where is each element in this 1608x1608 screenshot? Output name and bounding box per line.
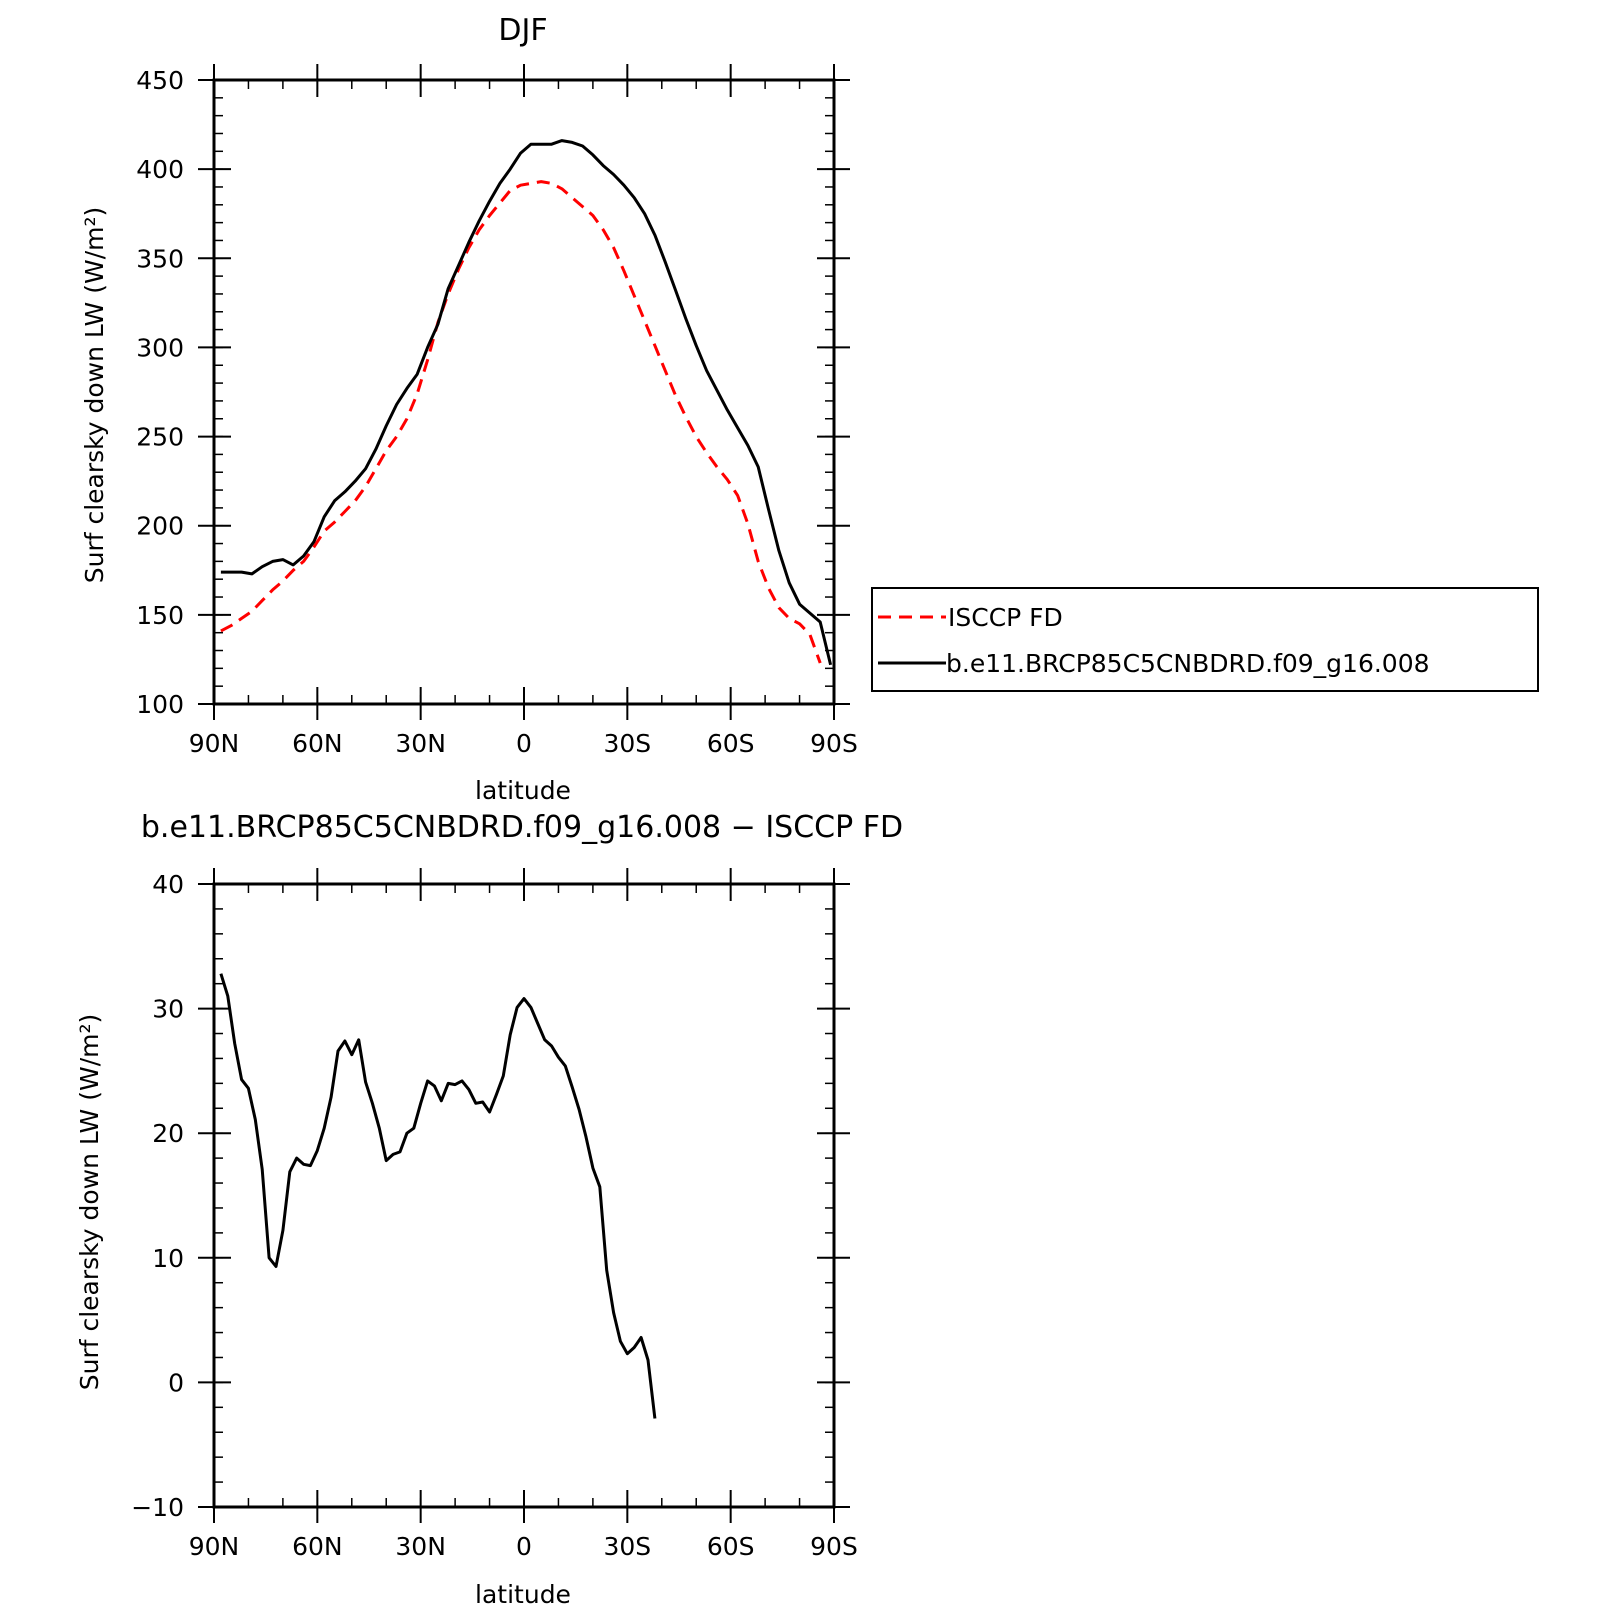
- bottom-x-tick-label: 60S: [707, 1532, 755, 1561]
- legend: ISCCP FD b.e11.BRCP85C5CNBDRD.f09_g16.00…: [871, 587, 1539, 692]
- bottom-series-line: [219, 973, 657, 1419]
- top-x-tick-label: 60S: [707, 729, 755, 758]
- bottom-y-tick-label: 10: [152, 1244, 184, 1273]
- bottom-x-tick-label: 30N: [395, 1532, 446, 1561]
- top-axes: 100 150 200 250 300 350 400 450 90N 60N 30N 0 30S 60S…: [136, 64, 858, 758]
- top-panel-title: DJF: [498, 13, 547, 48]
- bottom-panel-title: b.e11.BRCP85C5CNBDRD.f09_g16.008 − ISCCP…: [141, 810, 903, 845]
- top-x-tick-label: 60N: [292, 729, 343, 758]
- legend-label-isccp: ISCCP FD: [948, 603, 1063, 632]
- bottom-x-axis-label: latitude: [475, 1580, 571, 1608]
- legend-box: [871, 587, 1539, 692]
- top-x-tick-label: 30N: [395, 729, 446, 758]
- bottom-x-tick-label: 60N: [292, 1532, 343, 1561]
- bottom-y-axis-label: Surf clearsky down LW (W/m²): [75, 1014, 104, 1391]
- top-y-tick-label: 400: [136, 155, 184, 184]
- top-y-tick-label: 300: [136, 333, 184, 362]
- top-series-line-1: [220, 139, 833, 666]
- top-y-axis-label: Surf clearsky down LW (W/m²): [80, 207, 109, 584]
- bottom-axes: −10 0 10 20 30 40 90N 60N 30N 0 30S 60S 90S: [131, 868, 858, 1561]
- top-x-tick-label: 30S: [603, 729, 651, 758]
- bottom-y-tick-label: 30: [152, 995, 184, 1024]
- top-x-tick-label: 90S: [810, 729, 858, 758]
- top-y-tick-label: 350: [136, 244, 184, 273]
- bottom-y-tick-label: 20: [152, 1119, 184, 1148]
- bottom-panel: b.e11.BRCP85C5CNBDRD.f09_g16.008 − ISCCP…: [75, 810, 903, 1608]
- bottom-x-tick-label: 90N: [189, 1532, 240, 1561]
- bottom-y-tick-label: −10: [131, 1493, 184, 1522]
- top-series-line-0: [220, 180, 822, 664]
- bottom-y-tick-label: 40: [152, 870, 184, 899]
- top-y-tick-label: 100: [136, 690, 184, 719]
- top-y-tick-label: 200: [136, 512, 184, 541]
- top-series-lines: [220, 139, 833, 666]
- top-panel: DJF 100 150 200 250 300 350 400 450 90N 60N 30N 0 30…: [80, 13, 858, 805]
- bottom-plot-frame: [212, 882, 836, 1509]
- top-x-tick-label: 90N: [189, 729, 240, 758]
- bottom-x-tick-label: 90S: [810, 1532, 858, 1561]
- bottom-y-tick-label: 0: [168, 1368, 184, 1397]
- top-y-tick-label: 450: [136, 66, 184, 95]
- bottom-x-tick-label: 30S: [603, 1532, 651, 1561]
- legend-label-model: b.e11.BRCP85C5CNBDRD.f09_g16.008: [946, 649, 1430, 678]
- bottom-x-tick-label: 0: [516, 1532, 532, 1561]
- top-y-tick-label: 250: [136, 423, 184, 452]
- bottom-series-line-0: [219, 973, 657, 1419]
- top-y-tick-label: 150: [136, 601, 184, 630]
- top-x-tick-label: 0: [516, 729, 532, 758]
- top-x-axis-label: latitude: [475, 776, 571, 805]
- top-plot-frame: [212, 78, 836, 706]
